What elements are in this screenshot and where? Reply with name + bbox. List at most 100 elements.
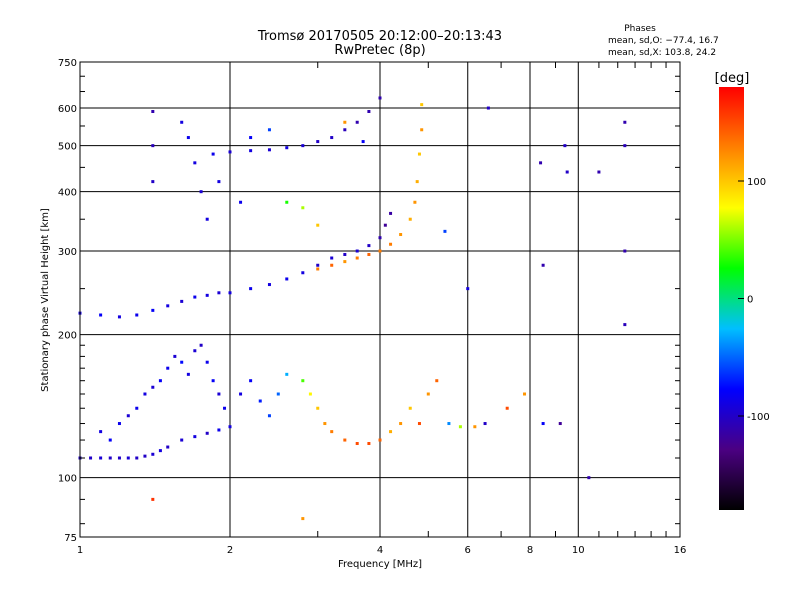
data-point — [408, 406, 412, 410]
data-point — [316, 267, 320, 271]
data-point — [558, 422, 562, 426]
data-point — [193, 295, 197, 299]
data-point — [505, 406, 509, 410]
data-point — [565, 170, 569, 174]
data-point — [151, 452, 155, 456]
data-point — [151, 497, 155, 501]
data-point — [415, 180, 419, 184]
data-point — [166, 304, 170, 308]
data-point — [199, 190, 203, 194]
data-point — [623, 323, 627, 327]
data-point — [378, 96, 382, 100]
data-point — [458, 425, 462, 429]
data-point — [301, 517, 305, 521]
data-point — [267, 414, 271, 418]
data-point — [343, 260, 347, 264]
x-tick-label: 10 — [572, 545, 585, 556]
data-point — [523, 392, 527, 396]
data-point — [367, 244, 371, 248]
data-point — [228, 425, 232, 429]
x-tick-label: 4 — [377, 545, 383, 556]
data-point — [143, 454, 147, 458]
data-point — [367, 109, 371, 113]
data-point — [89, 456, 93, 460]
data-point — [417, 422, 421, 426]
data-point — [239, 200, 243, 204]
data-point — [420, 103, 424, 107]
data-point — [316, 406, 320, 410]
data-point — [117, 456, 121, 460]
data-point — [99, 313, 103, 317]
data-point — [539, 161, 543, 165]
data-point — [228, 291, 232, 295]
data-point — [389, 430, 393, 434]
x-axis-ticks: 1 2 4 6 8 10 16 — [77, 62, 686, 556]
data-point — [180, 360, 184, 364]
colorbar-tick-label: 100 — [747, 177, 766, 188]
data-point — [330, 263, 334, 267]
scatter-points — [78, 96, 627, 521]
data-point — [330, 430, 334, 434]
data-point — [193, 435, 197, 439]
data-point — [355, 256, 359, 260]
data-point — [301, 379, 305, 383]
grid-lines — [80, 62, 680, 537]
chart-title: Tromsø 20170505 20:12:00–20:13:43 — [257, 29, 502, 44]
data-point — [217, 291, 221, 295]
plot-frame — [79, 61, 681, 538]
data-point — [486, 106, 490, 110]
data-point — [180, 438, 184, 442]
data-point — [249, 379, 253, 383]
data-point — [285, 146, 289, 150]
phases-annotation-title: Phases — [624, 24, 656, 34]
data-point — [223, 406, 227, 410]
x-tick-label: 2 — [227, 545, 233, 556]
data-point — [413, 200, 417, 204]
data-point — [308, 392, 312, 396]
phases-annotation-line2: mean, sd,X: 103.8, 24.2 — [608, 48, 716, 58]
y-tick-label: 500 — [58, 142, 77, 153]
data-point — [117, 315, 121, 319]
data-point — [343, 128, 347, 132]
colorbar-tick-label: 0 — [747, 295, 753, 306]
y-axis-ticks: 75 100 200 300 400 500 600 750 — [58, 58, 680, 544]
data-point — [199, 343, 203, 347]
data-point — [205, 217, 209, 221]
data-point — [135, 406, 139, 410]
colorbar-ticks: 100 0 -100 — [738, 177, 770, 423]
y-tick-label: 100 — [58, 474, 77, 485]
data-point — [239, 392, 243, 396]
data-point — [623, 120, 627, 124]
data-point — [623, 249, 627, 253]
data-point — [408, 217, 412, 221]
data-point — [126, 414, 130, 418]
data-point — [173, 354, 177, 358]
data-point — [211, 379, 215, 383]
data-point — [330, 256, 334, 260]
data-point — [378, 438, 382, 442]
y-tick-label: 300 — [58, 247, 77, 258]
data-point — [249, 149, 253, 153]
data-point — [541, 422, 545, 426]
data-point — [186, 372, 190, 376]
data-point — [258, 399, 262, 403]
data-point — [166, 366, 170, 370]
data-point — [483, 422, 487, 426]
data-point — [301, 206, 305, 210]
data-point — [597, 170, 601, 174]
data-point — [389, 211, 393, 215]
data-point — [316, 263, 320, 267]
data-point — [301, 144, 305, 148]
data-point — [343, 438, 347, 442]
y-tick-label: 75 — [64, 533, 77, 544]
data-point — [389, 242, 393, 246]
y-tick-label: 400 — [58, 188, 77, 199]
data-point — [117, 422, 121, 426]
data-point — [186, 136, 190, 140]
data-point — [343, 120, 347, 124]
data-point — [276, 392, 280, 396]
data-point — [211, 152, 215, 156]
phases-annotation-line1: mean, sd,O: −77.4, 16.7 — [608, 36, 719, 46]
data-point — [135, 313, 139, 317]
